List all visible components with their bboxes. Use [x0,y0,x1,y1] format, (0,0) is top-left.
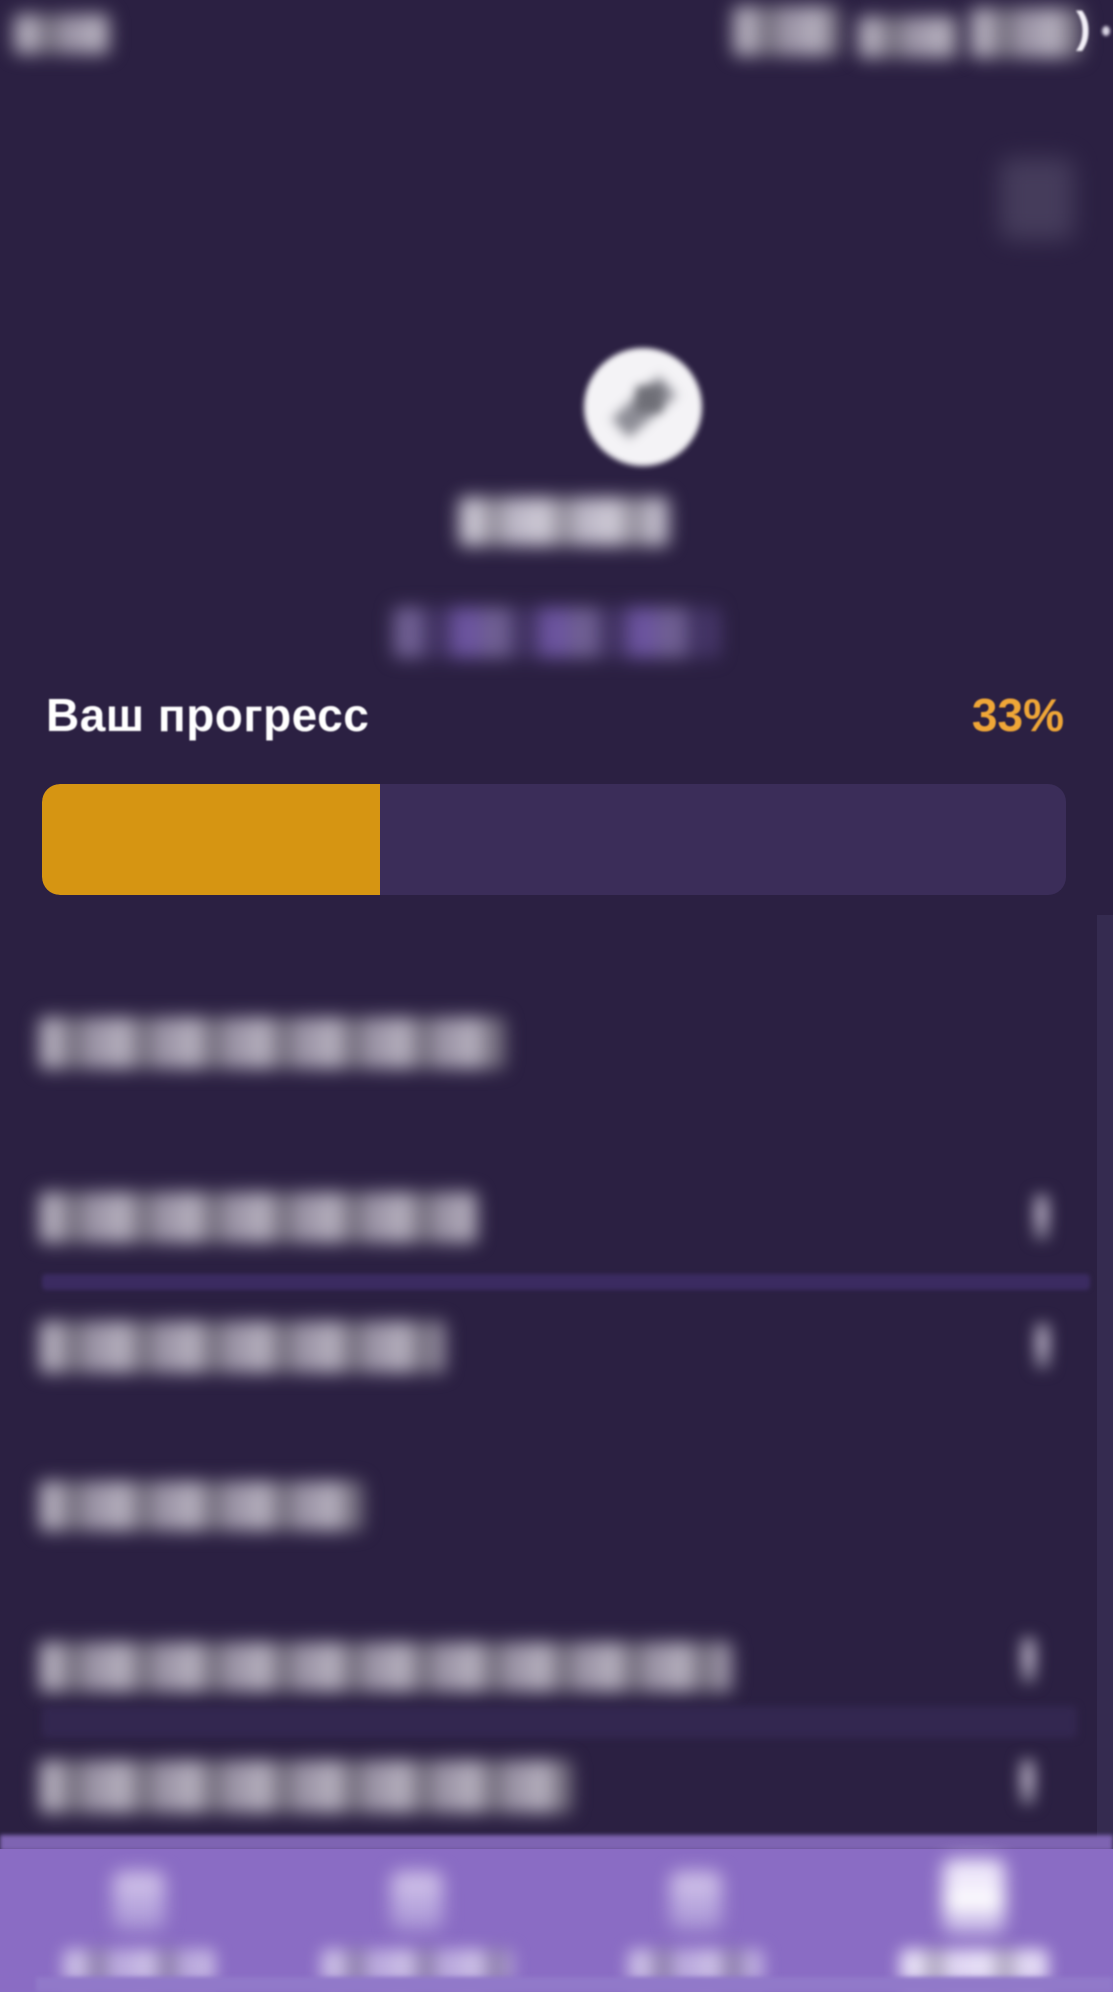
progress-bar [42,784,1066,895]
progress-value: 33% [971,689,1064,741]
nav-item-2[interactable] [278,1849,556,1992]
nav-icon-redacted [669,1871,722,1931]
nav-icon-redacted [942,1859,1005,1933]
item-label-redacted [39,1642,732,1692]
status-icons-redacted [733,6,841,56]
blurred-action-icon[interactable] [1000,158,1074,240]
battery-dot-icon [1102,26,1110,36]
list-item[interactable] [0,1630,1113,1710]
profile-link-redacted[interactable] [393,607,718,658]
list-item[interactable] [0,1310,1113,1390]
list-item[interactable] [0,1180,1113,1260]
nav-body [0,1849,1113,1992]
divider [42,1274,1090,1290]
battery-level-redacted [970,8,1082,58]
chevron-right-icon [1034,1322,1051,1370]
chevron-right-icon [1033,1193,1050,1241]
item-label-redacted [39,1760,572,1813]
item-label-redacted [39,1321,445,1373]
status-icons-redacted [858,16,960,58]
progress-fill [42,784,380,895]
list-item[interactable] [0,1748,1113,1828]
progress-label: Ваш прогресс [46,689,370,741]
item-label-redacted [39,1192,477,1243]
avatar-pattern [636,386,662,412]
chevron-right-icon [1019,1758,1036,1806]
nav-item-3[interactable] [557,1849,835,1992]
section-title-redacted [39,1481,363,1531]
battery-icon: ) [1076,3,1091,52]
scrollbar[interactable] [1097,915,1113,1840]
nav-item-4-active[interactable] [835,1849,1113,1992]
avatar[interactable] [584,348,702,466]
nav-item-1[interactable] [0,1849,278,1992]
username-redacted [459,497,669,546]
bottom-nav [0,1835,1113,1992]
nav-icon-redacted [391,1871,444,1931]
nav-top-strip [0,1835,1113,1851]
divider [42,1706,1077,1738]
nav-bottom-strip [36,1977,1113,1992]
nav-icon-redacted [113,1871,166,1931]
section-title-redacted [39,1017,505,1069]
chevron-right-icon [1020,1636,1037,1684]
status-time-redacted [14,14,110,54]
